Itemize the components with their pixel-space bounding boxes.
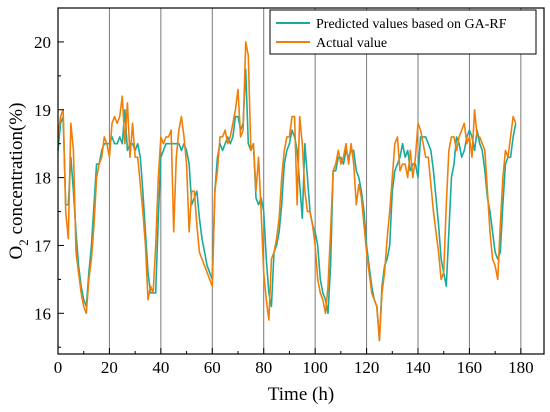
- x-tick-label-20: 20: [101, 358, 118, 377]
- x-tick-label-40: 40: [152, 358, 169, 377]
- x-axis-title: Time (h): [268, 384, 334, 405]
- y-axis-title-main: O: [6, 246, 27, 260]
- x-tick-label-0: 0: [54, 358, 63, 377]
- y-tick-label-18: 18: [34, 169, 51, 188]
- y-axis-title: O2 concentration(%): [6, 103, 31, 260]
- series-line-actual: [57, 41, 517, 342]
- x-tick-label-100: 100: [302, 358, 328, 377]
- series-lines: [57, 41, 517, 342]
- x-tick-label-140: 140: [405, 358, 431, 377]
- x-tick-label-120: 120: [354, 358, 380, 377]
- x-tick-label-60: 60: [204, 358, 221, 377]
- x-tick-label-160: 160: [457, 358, 483, 377]
- y-axis-title-subscript: 2: [16, 239, 31, 246]
- x-tick-label-180: 180: [508, 358, 534, 377]
- y-tick-label-20: 20: [34, 33, 51, 52]
- plot-frame: [57, 7, 545, 355]
- legend-label-predicted: Predicted values based on GA-RF: [316, 17, 507, 32]
- vertical-gridlines: [108, 8, 522, 354]
- y-tick-label-17: 17: [34, 236, 52, 255]
- legend: Predicted values based on GA-RF Actual v…: [269, 9, 537, 55]
- y-tick-label-19: 19: [34, 101, 51, 120]
- y-axis-title-rest: concentration(%): [6, 103, 27, 240]
- legend-box: [269, 9, 537, 55]
- y-tick-label-16: 16: [34, 304, 51, 323]
- x-tick-label-80: 80: [255, 358, 272, 377]
- axis-ticks: 0 20 40 60 80 100 120 140 160 180 16 17 18 19 20: [34, 33, 534, 377]
- legend-label-actual: Actual value: [316, 36, 387, 51]
